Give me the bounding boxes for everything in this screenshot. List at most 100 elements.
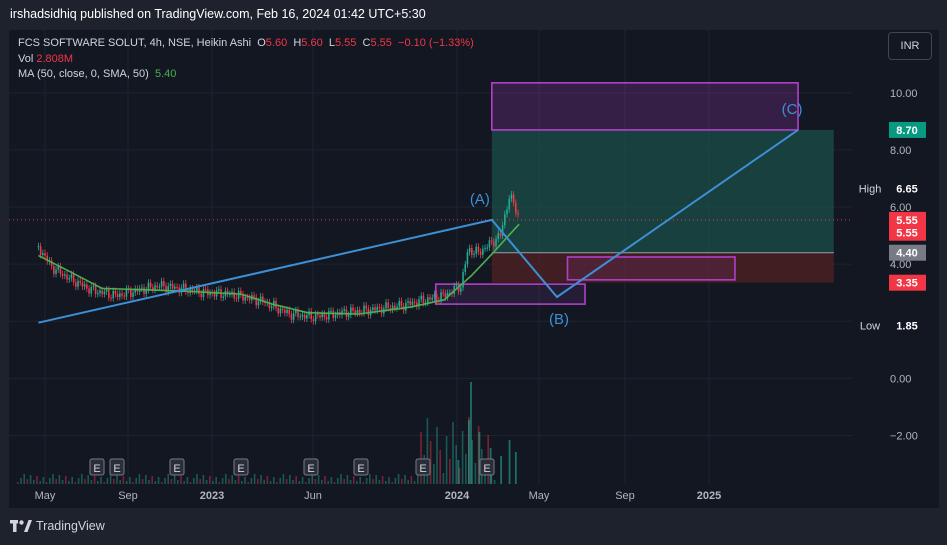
volume-bar bbox=[228, 479, 230, 484]
tradingview-brand: TradingView bbox=[36, 519, 105, 533]
candle bbox=[64, 274, 66, 276]
candle bbox=[94, 285, 97, 295]
candle bbox=[354, 310, 357, 314]
candle bbox=[484, 247, 486, 249]
volume-bar bbox=[442, 473, 445, 484]
x-axis-tick: May bbox=[35, 490, 56, 502]
candle bbox=[112, 290, 115, 299]
volume-bar bbox=[145, 475, 147, 484]
price-tag-value: 1.85 bbox=[896, 321, 917, 333]
volume-bar bbox=[52, 474, 54, 484]
volume-bar bbox=[426, 418, 429, 484]
volume-bar bbox=[241, 481, 243, 484]
candle bbox=[409, 301, 412, 305]
zone-box bbox=[434, 283, 586, 305]
candle bbox=[303, 314, 306, 319]
price-tag-caption: High bbox=[859, 183, 882, 195]
candle bbox=[81, 282, 84, 287]
volume-bar bbox=[33, 480, 35, 484]
candle bbox=[398, 300, 401, 307]
legend-high-label: H bbox=[293, 37, 302, 49]
volume-bar bbox=[282, 474, 285, 484]
volume-bar bbox=[388, 477, 390, 484]
candle bbox=[411, 301, 414, 305]
candle bbox=[108, 289, 110, 298]
target-zone bbox=[491, 129, 834, 253]
candle bbox=[508, 198, 511, 210]
candle bbox=[427, 297, 429, 303]
volume-bar bbox=[215, 477, 217, 484]
earnings-marker-label: E bbox=[419, 463, 426, 475]
y-axis-tick: 4.00 bbox=[890, 259, 911, 271]
candle bbox=[334, 315, 337, 318]
volume-bar bbox=[97, 481, 99, 484]
footer-bar bbox=[0, 508, 947, 545]
candle bbox=[37, 246, 40, 248]
candle bbox=[475, 246, 478, 254]
volume-bar bbox=[285, 479, 288, 484]
earnings-marker-label: E bbox=[483, 463, 490, 475]
candle bbox=[240, 290, 242, 295]
legend-ma-row[interactable]: MA (50, close, 0, SMA, 50) 5.40 bbox=[18, 67, 474, 83]
x-axis-tick: May bbox=[529, 490, 550, 502]
candle bbox=[328, 311, 330, 320]
volume-bar bbox=[109, 474, 112, 484]
volume-bar bbox=[189, 482, 192, 484]
candle bbox=[204, 289, 207, 291]
currency-button[interactable]: INR bbox=[888, 32, 932, 60]
candle bbox=[121, 293, 123, 296]
candle bbox=[257, 301, 260, 306]
legend-open-value: 5.60 bbox=[265, 37, 288, 49]
candle bbox=[222, 296, 225, 298]
candle bbox=[486, 247, 489, 249]
candle bbox=[517, 213, 519, 215]
candle bbox=[510, 194, 513, 199]
candle bbox=[141, 287, 143, 289]
candle bbox=[235, 298, 238, 300]
volume-bar bbox=[221, 478, 224, 484]
tradingview-logo[interactable]: TradingView bbox=[10, 519, 105, 533]
candle bbox=[394, 305, 396, 309]
candle bbox=[314, 314, 317, 322]
y-axis-tick: 8.00 bbox=[890, 145, 911, 157]
volume-bar bbox=[467, 420, 470, 484]
price-tag-caption-bg bbox=[854, 317, 886, 334]
volume-bar bbox=[68, 481, 70, 484]
candle bbox=[154, 285, 156, 290]
volume-bar bbox=[247, 482, 249, 484]
candle bbox=[259, 296, 262, 302]
volume-bar bbox=[289, 475, 291, 484]
candle bbox=[55, 269, 57, 274]
candle bbox=[92, 285, 95, 288]
volume-bar bbox=[23, 474, 25, 484]
volume-bar bbox=[410, 476, 413, 484]
candle bbox=[262, 296, 264, 302]
candle bbox=[440, 292, 442, 302]
candle bbox=[418, 299, 420, 307]
volume-bar bbox=[77, 478, 80, 484]
candle bbox=[297, 310, 299, 317]
candle bbox=[171, 283, 174, 289]
legend-volume-row[interactable]: Vol 2.808M bbox=[18, 52, 474, 68]
candle bbox=[149, 282, 152, 288]
candle bbox=[255, 297, 258, 306]
candle bbox=[310, 311, 313, 320]
candle bbox=[347, 314, 350, 317]
volume-bar bbox=[433, 464, 435, 484]
legend-symbol[interactable]: FCS SOFTWARE SOLUT, 4h, NSE, Heikin Ashi bbox=[18, 37, 252, 49]
candle bbox=[44, 253, 46, 256]
earnings-marker bbox=[303, 458, 319, 476]
candle bbox=[132, 292, 134, 297]
volume-bar bbox=[257, 479, 259, 484]
candle bbox=[196, 287, 198, 291]
volume-bar bbox=[125, 481, 128, 484]
candle bbox=[416, 302, 418, 307]
x-axis-tick: 2024 bbox=[445, 490, 470, 502]
candle bbox=[61, 273, 64, 276]
volume-bar bbox=[362, 482, 365, 484]
volume-bar bbox=[42, 477, 45, 484]
volume-bar bbox=[417, 469, 419, 484]
volume-bar bbox=[321, 480, 323, 484]
candle bbox=[268, 302, 271, 309]
